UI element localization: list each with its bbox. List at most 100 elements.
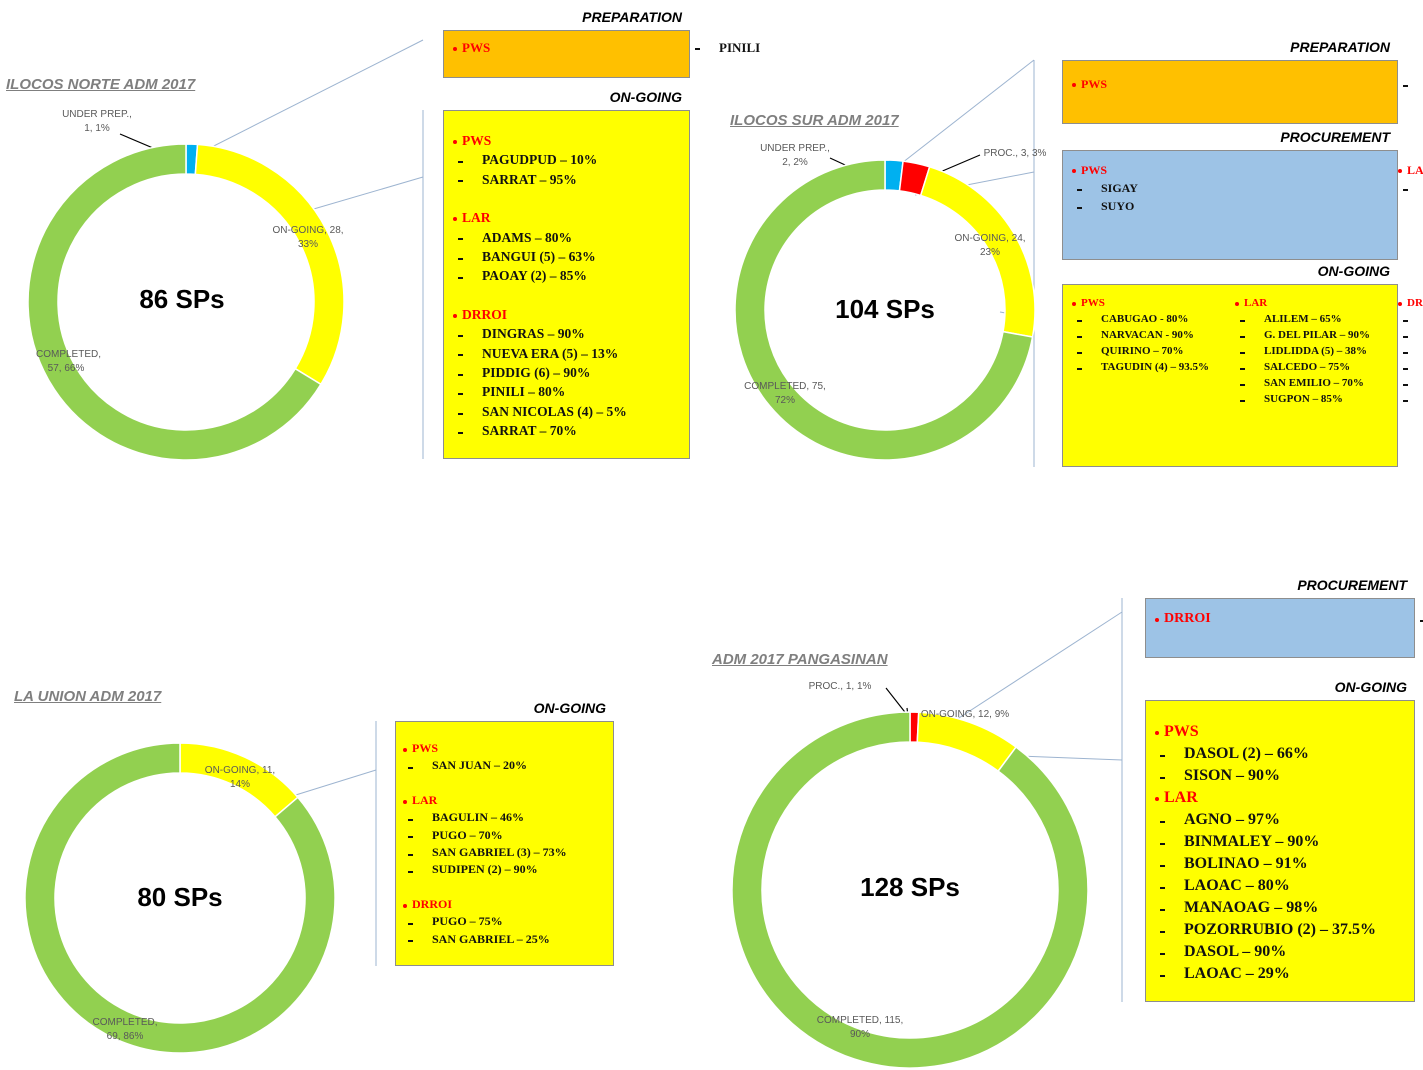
item-group: LAR BAGULIN – 46% PUGO – 70% SAN GABRIEL (3… bbox=[402, 792, 607, 879]
leader-line bbox=[299, 176, 424, 214]
item: BOLINAO – 91% bbox=[1154, 853, 1406, 875]
group-name-text: LAR bbox=[412, 792, 438, 807]
dash bbox=[458, 393, 463, 396]
item: SARRAT – 70% bbox=[452, 421, 681, 440]
leader-line bbox=[195, 39, 424, 156]
dash bbox=[1160, 843, 1165, 846]
item: QUIRINO – 70% bbox=[1071, 343, 1226, 359]
dash bbox=[1240, 383, 1245, 386]
leader-line bbox=[892, 59, 1035, 171]
item-text: SALCEDO – 75% bbox=[1264, 361, 1351, 373]
group-name: PWS bbox=[1154, 721, 1406, 743]
item-text: PINILI – 80% bbox=[482, 384, 566, 400]
dash bbox=[458, 354, 463, 357]
chart-title: ADM 2017 PANGASINAN bbox=[712, 651, 888, 668]
group-name: LAR bbox=[1154, 787, 1406, 809]
group-name: DRROI bbox=[1154, 609, 1406, 629]
group-name-text: DRROI bbox=[412, 896, 453, 911]
group-name: DRROI bbox=[1397, 295, 1423, 311]
item-text: NUEVA ERA (5) – 13% bbox=[482, 345, 619, 361]
panel-heading: ON-GOING bbox=[533, 700, 606, 716]
item: BANGUI (5) – 63% bbox=[452, 247, 681, 266]
dash bbox=[1077, 335, 1082, 338]
donut-slice bbox=[24, 742, 336, 1054]
dash bbox=[1240, 367, 1245, 370]
group-name: PWS bbox=[1071, 75, 1389, 93]
item-group: DRROI VILLASIS (SWIP) bbox=[1154, 609, 1423, 647]
item: SUGPON – 60% bbox=[1397, 391, 1423, 407]
item-text: SUYO bbox=[1101, 199, 1135, 213]
item: DASOL – 90% bbox=[1154, 941, 1406, 963]
dash bbox=[458, 238, 463, 241]
dash bbox=[458, 180, 463, 183]
dash bbox=[1160, 865, 1165, 868]
slice-label: COMPLETED, 69, 86% bbox=[92, 1017, 158, 1042]
item: PAOAY (2) – 85% bbox=[452, 266, 681, 285]
group-name-text: DRROI bbox=[462, 306, 508, 322]
item-group: PWS PAGUDPUD – 10% SARRAT – 95% bbox=[452, 131, 681, 189]
item: PUGO – 75% bbox=[402, 913, 607, 930]
chart-title: ILOCOS NORTE ADM 2017 bbox=[6, 76, 196, 93]
slice-label: ON-GOING, 28, 33% bbox=[272, 225, 344, 250]
group-name: LAR bbox=[1234, 295, 1389, 311]
item-text: BOLINAO – 91% bbox=[1184, 855, 1308, 872]
dash bbox=[1077, 206, 1082, 209]
item: SAN NICOLAS (4) – 5% bbox=[452, 402, 681, 421]
slice-label: ON-GOING, 12, 9% bbox=[920, 709, 1010, 720]
item: LIDLIDDA (2) bbox=[1397, 75, 1423, 93]
bullet bbox=[1072, 169, 1076, 174]
item-group: LAR AGNO – 97% BINMALEY – 90% BOLINAO – 91%… bbox=[1154, 787, 1406, 985]
panel: PWS PAGUDPUD – 10% SARRAT – 95% LAR ADAMS – … bbox=[443, 110, 690, 459]
item-text: POZORRUBIO (2) – 37.5% bbox=[1184, 921, 1376, 938]
dash bbox=[1240, 319, 1245, 322]
item: LIDLIDDA (5) – 38% bbox=[1234, 343, 1389, 359]
item: TAGUDIN (4) – 93.5% bbox=[1071, 359, 1226, 375]
item-text: DASOL (2) – 66% bbox=[1184, 745, 1309, 762]
bullet bbox=[403, 799, 407, 804]
dash bbox=[408, 940, 413, 943]
bullet bbox=[403, 903, 407, 908]
item: CABUGAO - 80% bbox=[1071, 311, 1226, 327]
dash bbox=[408, 853, 413, 856]
dash bbox=[1420, 620, 1423, 622]
dash bbox=[1160, 931, 1165, 934]
item: SAN GABRIEL – 25% bbox=[402, 931, 607, 948]
group-name-text: LAR bbox=[462, 210, 491, 226]
dash bbox=[1240, 351, 1245, 354]
dash bbox=[458, 161, 463, 164]
item: AGNO – 97% bbox=[1154, 809, 1406, 831]
panel: DRROI VILLASIS (SWIP) bbox=[1145, 598, 1423, 658]
group-name: LAR bbox=[1397, 161, 1423, 179]
slice-label: ON-GOING, 11, 14% bbox=[204, 765, 276, 790]
panel-heading: PREPARATION bbox=[582, 9, 682, 25]
panel-heading: ON-GOING bbox=[609, 89, 682, 105]
group-name: PWS bbox=[452, 131, 681, 150]
item-text: DINGRAS – 90% bbox=[482, 326, 585, 342]
dash bbox=[1077, 367, 1082, 370]
slice-label: ON-GOING, 24, 23% bbox=[954, 233, 1026, 258]
dash bbox=[1240, 335, 1245, 338]
item: VILLASIS (SWIP) bbox=[1414, 609, 1423, 629]
dash bbox=[458, 334, 463, 337]
panel: PWS DASOL (2) – 66% SISON – 90% LAR AGNO – 9… bbox=[1145, 700, 1415, 1002]
item: DASOL (2) – 66% bbox=[1154, 743, 1406, 765]
item-text: CABUGAO - 80% bbox=[1101, 313, 1189, 325]
donut-slice bbox=[731, 711, 1089, 1069]
center-label: 86 SPs bbox=[139, 284, 225, 314]
item: SAN EMILIO – 70% bbox=[1234, 375, 1389, 391]
panel-heading: PROCUREMENT bbox=[1297, 577, 1407, 593]
dash bbox=[1240, 399, 1245, 402]
group-name: LAR bbox=[452, 208, 681, 227]
item: SARRAT – 95% bbox=[452, 170, 681, 189]
bullet bbox=[1398, 302, 1402, 307]
item-group: PWS SAN JUAN – 20% bbox=[402, 740, 607, 775]
group-name: PWS bbox=[1071, 161, 1389, 179]
item-text: ADAMS – 80% bbox=[482, 229, 572, 245]
dash bbox=[695, 48, 700, 51]
dash bbox=[1403, 383, 1408, 386]
dash bbox=[1403, 351, 1408, 354]
dash bbox=[1160, 975, 1165, 978]
item-text: SAN GABRIEL – 25% bbox=[432, 931, 550, 946]
item-text: MANAOAG – 98% bbox=[1184, 899, 1319, 916]
dash bbox=[458, 373, 463, 376]
